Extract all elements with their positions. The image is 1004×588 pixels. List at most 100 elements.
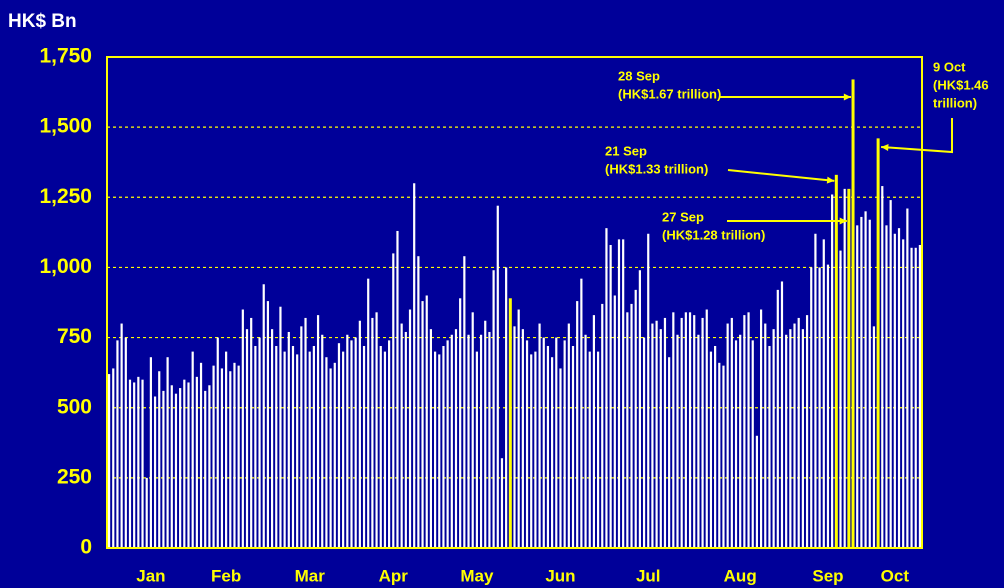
bar [275,345,278,548]
arrow-head [839,217,847,225]
bar [500,458,504,548]
bar [868,219,871,548]
x-tick-label: Oct [881,566,910,585]
bar [810,267,813,548]
bar [647,233,650,548]
bar [337,343,341,548]
bar [642,337,646,548]
bar [195,376,198,548]
annotation-arrow [727,169,835,182]
bar [342,351,345,548]
arrow-head [843,93,852,101]
bar [446,340,449,548]
bar [630,303,633,548]
bar [655,320,658,548]
bar [551,357,554,548]
bar [362,345,366,548]
y-tick-label: 500 [57,395,92,418]
bar [693,315,696,548]
bar [580,278,583,548]
bar [530,354,533,548]
bar [329,368,332,548]
bar [676,334,679,548]
bar [885,225,888,549]
bar [346,334,349,548]
bar [279,306,282,548]
bar [112,368,115,548]
annotation-text: (HK$1.28 trillion) [662,227,765,242]
bar [325,357,328,548]
bar [371,317,374,548]
bar [128,379,132,548]
bar [609,244,612,549]
bar [216,337,219,548]
y-tick-label: 250 [57,465,92,488]
bar [170,385,173,548]
bar [831,194,834,549]
bar [851,79,855,549]
bar [739,334,742,548]
bar [212,365,215,548]
bar [906,208,909,548]
bar [701,317,704,548]
bar [350,340,353,548]
bar [834,174,838,548]
bar [705,309,708,548]
bar [400,323,403,548]
bar [814,233,817,548]
bar [229,371,232,548]
bar [471,312,474,548]
arrow-head [881,144,889,151]
bar [120,323,123,548]
x-tick-label: Aug [724,566,757,585]
arrow-head [826,176,835,184]
bar [684,312,687,548]
bar [759,309,763,548]
bar [166,357,169,548]
bar [479,334,483,548]
bar [183,379,186,548]
x-tick-label: Apr [379,566,409,585]
bar [538,323,541,548]
bar [241,309,244,548]
bar [513,326,516,548]
bar [764,323,767,548]
bar [199,362,203,548]
bar [283,351,286,548]
bar [304,317,307,548]
bar [454,329,458,548]
bar [421,301,424,548]
bar [839,250,842,548]
bar [375,312,378,548]
bar [734,340,738,548]
x-tick-label: Jul [636,566,661,585]
bar [747,312,750,548]
bar [864,211,867,549]
bar [133,382,136,548]
bar [153,396,157,548]
bar [262,284,265,548]
bar [521,329,524,548]
y-tick-label: 1,750 [39,45,92,68]
annotation-text: 27 Sep [662,209,704,224]
bar [626,312,629,548]
bar [383,351,387,548]
bar [601,303,604,548]
bar [250,317,253,548]
bar [225,351,228,548]
bar [266,301,270,548]
annotation-text: 28 Sep [618,68,660,83]
y-tick-label: 1,500 [39,115,92,138]
bar [492,270,495,548]
bar [496,205,499,548]
bar [459,298,462,548]
bar [668,357,671,548]
bar [605,228,608,549]
bar [634,289,637,548]
annotation-arrow [881,118,953,154]
bar [801,329,804,548]
bar [408,309,412,548]
bar [768,345,771,548]
bar [417,256,420,548]
bar [534,351,537,548]
